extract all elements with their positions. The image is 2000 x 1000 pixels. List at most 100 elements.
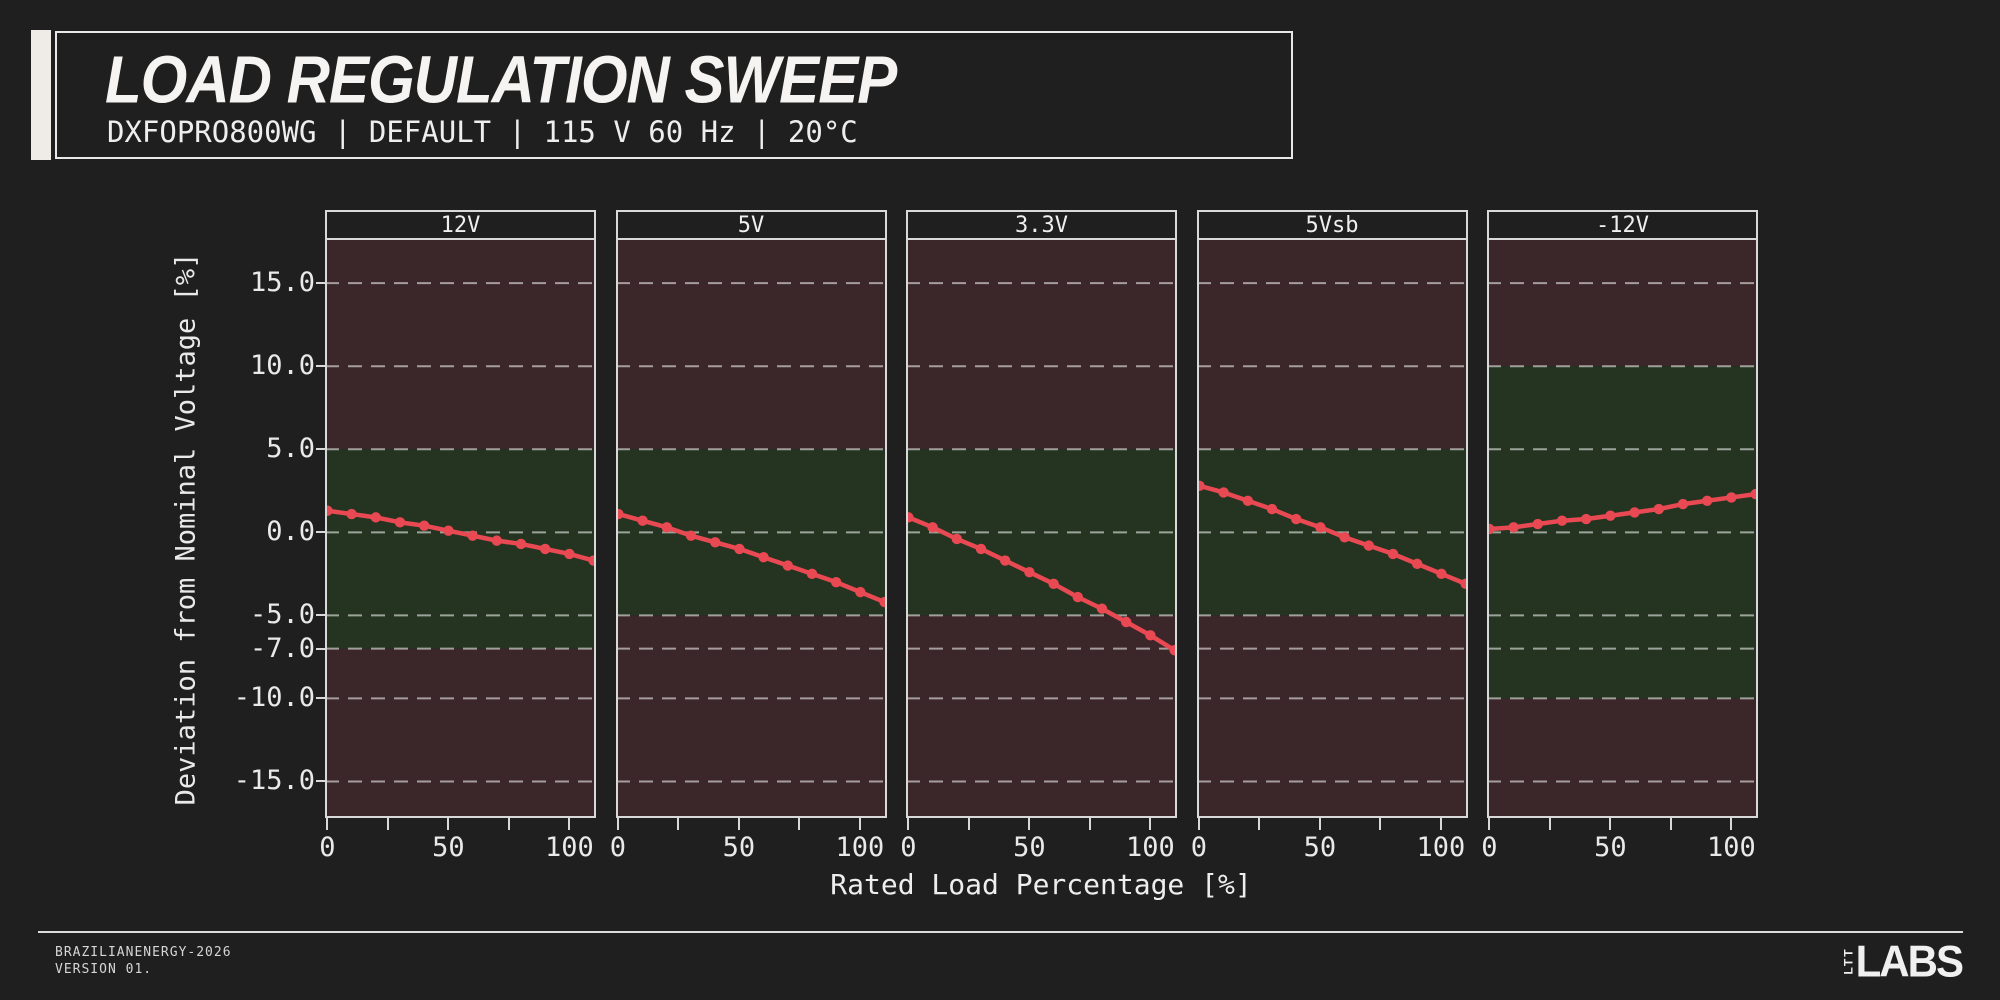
- y-tick-mark: [316, 647, 325, 650]
- out-of-spec-zone-upper: [1489, 240, 1756, 367]
- data-point-3.3V-40: [1000, 555, 1011, 566]
- data-point-5Vsb-100: [1435, 568, 1447, 580]
- out-of-spec-zone-lower: [1198, 615, 1466, 816]
- x-tick-mark: [1028, 818, 1031, 830]
- data-point-5V-110: [878, 596, 885, 608]
- y-tick-label--15.0: -15.0: [233, 765, 315, 797]
- data-point-5Vsb-10: [1217, 487, 1229, 498]
- out-of-spec-zone-upper: [1198, 240, 1466, 450]
- x-tick-mark: [1318, 818, 1321, 830]
- data-point--12V-90: [1701, 495, 1713, 506]
- logo-labs-text: LABS: [1855, 936, 1964, 987]
- data-point-12V-30: [394, 517, 406, 528]
- panel-plot-3.3V: [906, 240, 1177, 818]
- data-point-5V-90: [830, 576, 841, 588]
- x-tick-mark: [1439, 818, 1442, 830]
- data-point-12V-90: [539, 543, 551, 555]
- data-point--12V-10: [1508, 522, 1519, 533]
- x-tick-mark: [447, 818, 450, 830]
- x-tick-mark: [858, 818, 861, 830]
- data-point-5Vsb-40: [1290, 513, 1301, 525]
- data-point--12V-70: [1653, 503, 1664, 515]
- x-tick-mark: [326, 818, 329, 830]
- data-point--12V-110: [1750, 488, 1756, 500]
- logo-ltt-text: LTT: [1841, 947, 1856, 975]
- x-tick-label-3.3V-0: 0: [900, 832, 917, 863]
- ltt-labs-logo: LTT LABS: [1835, 936, 1964, 987]
- out-of-spec-zone-lower: [617, 615, 885, 816]
- panel-canvas-5Vsb: [1198, 240, 1466, 816]
- data-point-5Vsb-60: [1338, 532, 1350, 543]
- x-tick-label-5V-100: 100: [835, 832, 885, 863]
- out-of-spec-zone-lower: [327, 648, 594, 816]
- in-spec-zone: [617, 449, 885, 616]
- y-tick-label-10.0: 10.0: [249, 350, 315, 382]
- x-tick-label-5Vsb-0: 0: [1190, 832, 1208, 863]
- data-point-5Vsb-80: [1387, 548, 1398, 560]
- page-subtitle: DXFOPRO800WG | DEFAULT | 115 V 60 Hz | 2…: [107, 115, 858, 149]
- data-point-3.3V-80: [1096, 603, 1108, 614]
- x-tick-label-12V-50: 50: [432, 832, 465, 863]
- y-tick-mark: [316, 780, 325, 783]
- x-tick-label-5Vsb-100: 100: [1416, 832, 1466, 863]
- x-axis-label: Rated Load Percentage [%]: [830, 868, 1252, 901]
- panel-plot-12V: [325, 240, 596, 818]
- panel-header-3.3V: 3.3V: [906, 210, 1177, 240]
- x-tick-mark: [1197, 818, 1200, 830]
- footer-line1: BRAZILIANENERGY-2026: [55, 945, 232, 960]
- data-point-5V-80: [806, 568, 817, 580]
- data-point-12V-20: [370, 512, 382, 523]
- x-tick-mark: [1609, 818, 1612, 830]
- data-point-3.3V-20: [951, 533, 963, 545]
- data-point-12V-40: [419, 520, 430, 531]
- panel-canvas--12V: [1489, 240, 1756, 816]
- data-point-12V-50: [443, 525, 454, 536]
- x-tick-mark: [507, 818, 510, 830]
- panel-plot-5Vsb: [1196, 240, 1468, 818]
- x-tick-mark: [677, 818, 680, 830]
- out-of-spec-zone-upper: [908, 240, 1175, 450]
- x-tick-mark: [907, 818, 910, 830]
- panel-canvas-5V: [617, 240, 885, 816]
- y-tick-label-5.0: 5.0: [266, 433, 315, 465]
- y-tick-mark: [316, 448, 325, 451]
- footer-line2: VERSION 01.: [55, 962, 153, 977]
- data-point-12V-80: [515, 538, 527, 550]
- out-of-spec-zone-lower: [1489, 698, 1756, 816]
- x-tick-mark: [616, 818, 619, 830]
- data-point-5Vsb-70: [1363, 540, 1374, 551]
- x-tick-mark: [1149, 818, 1152, 830]
- data-point-3.3V-70: [1072, 591, 1083, 603]
- data-point-12V-100: [564, 548, 575, 560]
- x-tick-mark: [1730, 818, 1733, 830]
- x-tick-mark: [967, 818, 970, 830]
- data-point--12V-60: [1629, 507, 1640, 518]
- data-point-5V-70: [782, 560, 793, 571]
- x-tick-mark: [1088, 818, 1091, 830]
- panel-header-12V: 12V: [325, 210, 596, 240]
- data-point--12V-80: [1677, 498, 1689, 510]
- data-point-5Vsb-90: [1411, 558, 1422, 570]
- out-of-spec-zone-lower: [908, 615, 1175, 816]
- y-tick-mark: [316, 531, 325, 534]
- y-tick-label--10.0: -10.0: [233, 682, 315, 714]
- y-tick-mark: [316, 282, 325, 285]
- x-tick-label-5V-0: 0: [609, 832, 627, 863]
- data-point-3.3V-90: [1120, 616, 1132, 628]
- x-tick-mark: [1379, 818, 1382, 830]
- in-spec-zone: [1489, 366, 1756, 699]
- data-point-5V-50: [733, 543, 745, 555]
- data-point-5Vsb-20: [1242, 495, 1253, 506]
- panel-header-5V: 5V: [615, 210, 887, 240]
- data-point-3.3V-60: [1048, 578, 1059, 590]
- data-point--12V-40: [1581, 513, 1592, 525]
- data-point-5V-20: [661, 522, 672, 533]
- data-point-12V-70: [491, 535, 502, 546]
- data-point-5V-0: [617, 508, 624, 520]
- title-accent-bar: [31, 30, 51, 160]
- x-tick-label--12V-50: 50: [1594, 832, 1627, 863]
- panel-header--12V: -12V: [1487, 210, 1758, 240]
- y-tick-label--7.0: -7.0: [249, 632, 315, 664]
- data-point--12V-0: [1489, 523, 1495, 535]
